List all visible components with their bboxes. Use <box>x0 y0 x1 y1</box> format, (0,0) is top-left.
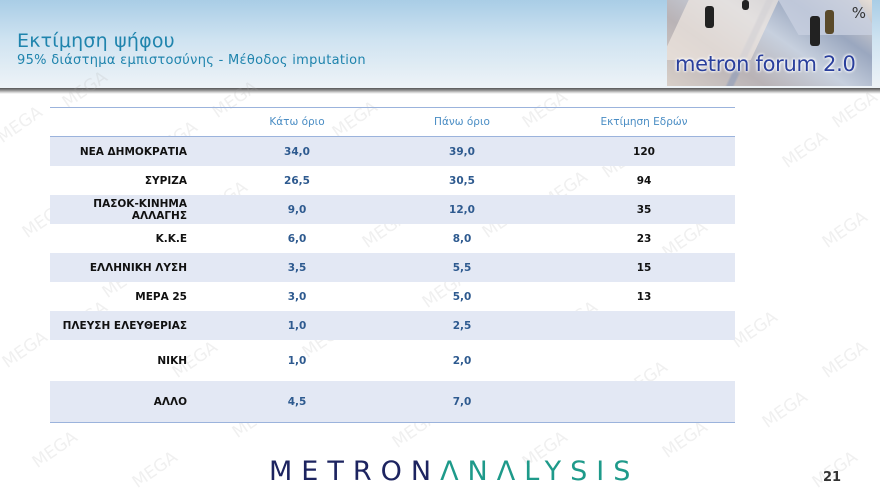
logo-figure <box>705 6 714 28</box>
upper-bound: 2,5 <box>371 311 553 340</box>
table-row: ΣΥΡΙΖΑ 26,5 30,5 94 <box>50 166 735 195</box>
party-name: Κ.Κ.Ε <box>155 232 187 245</box>
watermark: MEGA <box>728 307 782 353</box>
col-header-lower-bound: Κάτω όριο <box>223 107 371 137</box>
logo-text: metron forum 2.0 <box>675 52 856 76</box>
logo-figure <box>810 16 820 46</box>
watermark: MEGA <box>758 387 812 433</box>
watermark: MEGA <box>818 337 872 383</box>
party-name: ΣΥΡΙΖΑ <box>144 174 187 187</box>
logo-figure <box>742 0 749 10</box>
seat-estimate: 35 <box>553 195 735 224</box>
col-header-upper-bound: Πάνω όριο <box>371 107 553 137</box>
table-row: ΝΕΑ ΔΗΜΟΚΡΑΤΙΑ 34,0 39,0 120 <box>50 136 735 166</box>
lower-bound: 3,0 <box>287 290 307 303</box>
watermark: MEGA <box>128 447 182 493</box>
watermark: MEGA <box>828 87 880 133</box>
table-header-row: Κάτω όριο Πάνω όριο Εκτίμηση Εδρών <box>50 107 735 137</box>
upper-bound: 30,5 <box>449 174 475 187</box>
metron-analysis-logo: METRONΛNΛLYSIS <box>269 456 639 487</box>
logo-facet <box>667 0 784 60</box>
header-divider <box>0 88 880 94</box>
lower-bound: 34,0 <box>223 136 371 166</box>
table-row: ΠΑΣΟΚ-ΚΙΝΗΜΑ ΑΛΛΑΓΗΣ 9,0 12,0 35 <box>50 195 735 224</box>
lower-bound: 26,5 <box>284 174 310 187</box>
upper-bound: 2,0 <box>452 354 472 367</box>
seat-estimate <box>553 381 735 423</box>
lower-bound: 1,0 <box>223 311 371 340</box>
vote-estimate-table: Κάτω όριο Πάνω όριο Εκτίμηση Εδρών ΝΕΑ Δ… <box>50 107 735 423</box>
watermark: MEGA <box>0 102 47 148</box>
lower-bound: 1,0 <box>287 354 307 367</box>
watermark: MEGA <box>778 127 832 173</box>
seat-estimate: 13 <box>636 290 652 303</box>
party-name: ΕΛΛΗΝΙΚΗ ΛΥΣΗ <box>50 253 223 282</box>
upper-bound: 5,0 <box>452 290 472 303</box>
logo-metron: METRON <box>269 456 441 487</box>
percent-icon: % <box>851 4 866 22</box>
table-row: ΑΛΛΟ 4,5 7,0 <box>50 381 735 423</box>
lower-bound: 6,0 <box>287 232 307 245</box>
slide-subtitle: 95% διάστημα εμπιστοσύνης - Μέθοδος impu… <box>17 53 366 68</box>
upper-bound: 12,0 <box>371 195 553 224</box>
lower-bound: 3,5 <box>223 253 371 282</box>
table-row: ΝΙΚΗ 1,0 2,0 <box>50 340 735 381</box>
table-row: Κ.Κ.Ε 6,0 8,0 23 <box>50 224 735 253</box>
party-name: ΠΑΣΟΚ-ΚΙΝΗΜΑ ΑΛΛΑΓΗΣ <box>50 195 223 224</box>
logo-analysis: ΛNΛLYSIS <box>440 456 640 487</box>
watermark: MEGA <box>0 327 52 373</box>
party-name: ΠΛΕΥΣΗ ΕΛΕΥΘΕΡΙΑΣ <box>50 311 223 340</box>
seat-estimate <box>553 340 735 381</box>
party-name: ΝΕΑ ΔΗΜΟΚΡΑΤΙΑ <box>50 136 223 166</box>
upper-bound: 39,0 <box>371 136 553 166</box>
table-row: ΜΕΡΑ 25 3,0 5,0 13 <box>50 282 735 311</box>
watermark: MEGA <box>818 207 872 253</box>
upper-bound: 7,0 <box>371 381 553 423</box>
party-name: ΑΛΛΟ <box>50 381 223 423</box>
upper-bound: 8,0 <box>452 232 472 245</box>
table-row: ΕΛΛΗΝΙΚΗ ΛΥΣΗ 3,5 5,5 15 <box>50 253 735 282</box>
logo-figure <box>825 10 834 34</box>
col-header-seat-estimate: Εκτίμηση Εδρών <box>553 107 735 137</box>
party-name: ΝΙΚΗ <box>157 354 187 367</box>
seat-estimate <box>553 311 735 340</box>
watermark: MEGA <box>28 427 82 473</box>
col-header-party <box>50 107 223 137</box>
party-name: ΜΕΡΑ 25 <box>135 290 187 303</box>
seat-estimate: 120 <box>553 136 735 166</box>
lower-bound: 9,0 <box>223 195 371 224</box>
upper-bound: 5,5 <box>371 253 553 282</box>
slide-title: Εκτίμηση ψήφου <box>17 30 175 52</box>
seat-estimate: 23 <box>636 232 652 245</box>
seat-estimate: 15 <box>553 253 735 282</box>
watermark: MEGA <box>658 417 712 463</box>
page-number: 21 <box>823 470 842 485</box>
lower-bound: 4,5 <box>223 381 371 423</box>
metron-forum-logo: % metron forum 2.0 <box>667 0 872 86</box>
seat-estimate: 94 <box>636 174 652 187</box>
table-row: ΠΛΕΥΣΗ ΕΛΕΥΘΕΡΙΑΣ 1,0 2,5 <box>50 311 735 340</box>
